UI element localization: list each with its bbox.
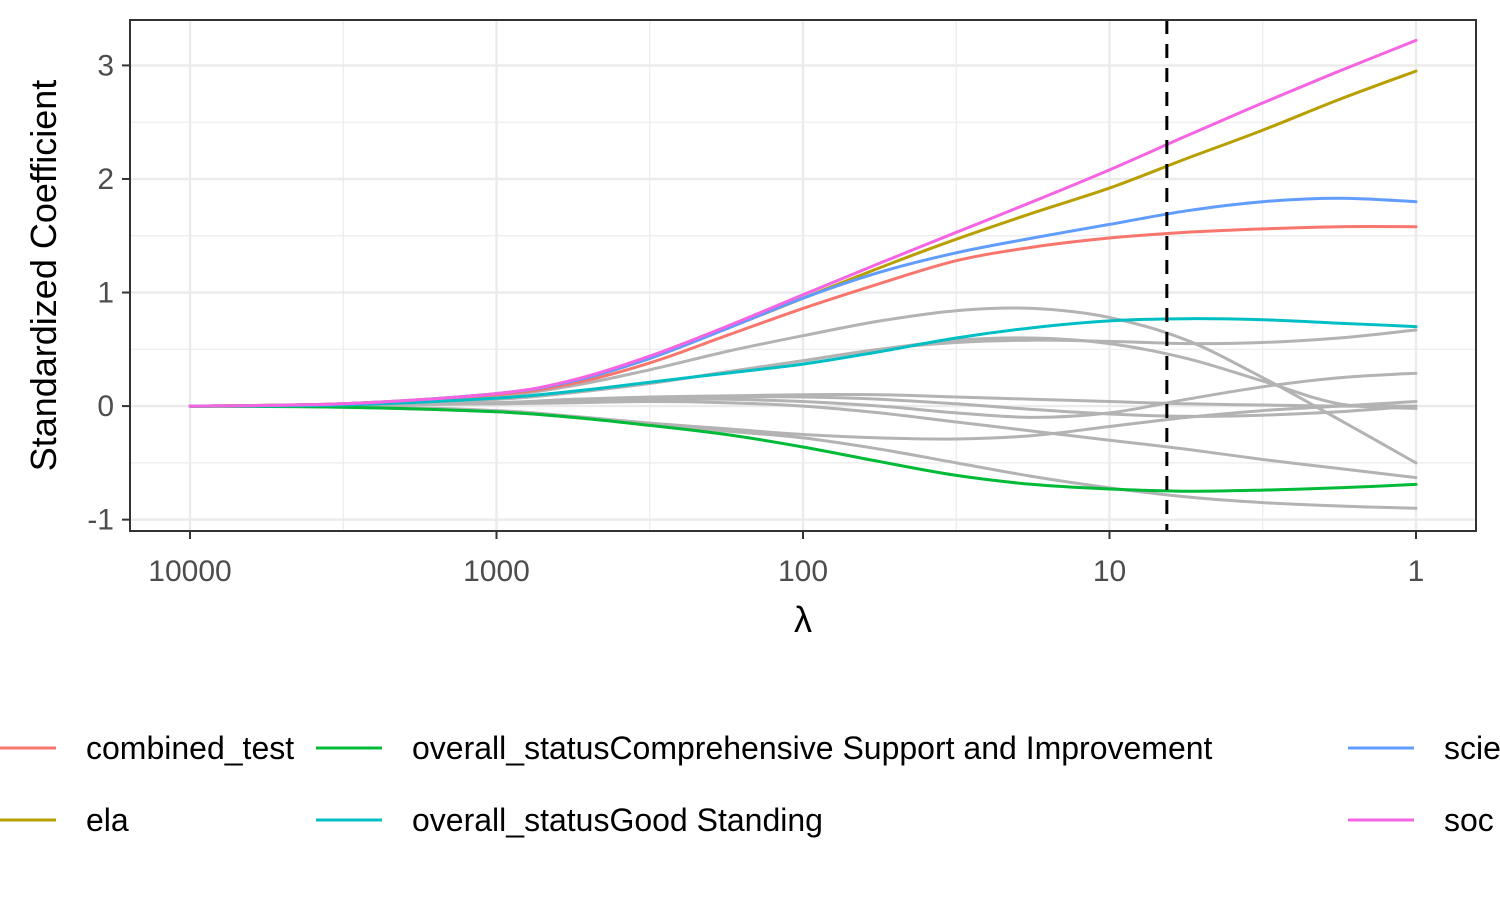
- series-line-overall-statusgood-standing: [188, 317, 1418, 408]
- x-tick-label: 10000: [148, 555, 231, 588]
- y-axis-ticks: -1 0 1 2 3: [87, 49, 130, 537]
- y-tick-label: 0: [97, 390, 114, 423]
- series-line-soc: [188, 38, 1418, 408]
- x-axis-ticks: 10000 1000 100 10 1: [148, 531, 1424, 588]
- y-tick-label: 1: [97, 277, 114, 310]
- legend-item-csi: overall_statusComprehensive Support and …: [316, 730, 1213, 766]
- legend-label-ela: ela: [86, 802, 129, 838]
- y-tick-label: 3: [97, 49, 114, 82]
- legend-item-combined-test: combined_test: [0, 730, 294, 766]
- legend-label-combined-test: combined_test: [86, 730, 294, 766]
- highlighted-series-lines: [188, 38, 1418, 493]
- legend-item-good-standing: overall_statusGood Standing: [316, 802, 823, 838]
- legend-label-scie: scie: [1444, 730, 1500, 766]
- x-tick-label: 100: [778, 555, 828, 588]
- x-axis-title: λ: [794, 599, 812, 640]
- x-tick-label: 1000: [463, 555, 530, 588]
- series-line-unlabeled-7: [188, 371, 1418, 419]
- legend-label-csi: overall_statusComprehensive Support and …: [412, 730, 1213, 766]
- legend-label-soc: soc: [1444, 802, 1494, 838]
- x-tick-label: 1: [1408, 555, 1425, 588]
- legend-item-soc: soc: [1348, 802, 1494, 838]
- major-gridlines: [130, 20, 1476, 531]
- legend-label-good-standing: overall_statusGood Standing: [412, 802, 823, 838]
- series-line-overall-statuscomprehensive-support-and-improvement: [188, 404, 1418, 493]
- legend: combined_test ela overall_statusComprehe…: [0, 730, 1500, 838]
- legend-item-ela: ela: [0, 802, 129, 838]
- x-tick-label: 10: [1093, 555, 1126, 588]
- y-tick-label: -1: [87, 504, 114, 537]
- y-tick-label: 2: [97, 163, 114, 196]
- y-axis-title: Standardized Coefficient: [23, 80, 64, 472]
- legend-item-scie: scie: [1348, 730, 1500, 766]
